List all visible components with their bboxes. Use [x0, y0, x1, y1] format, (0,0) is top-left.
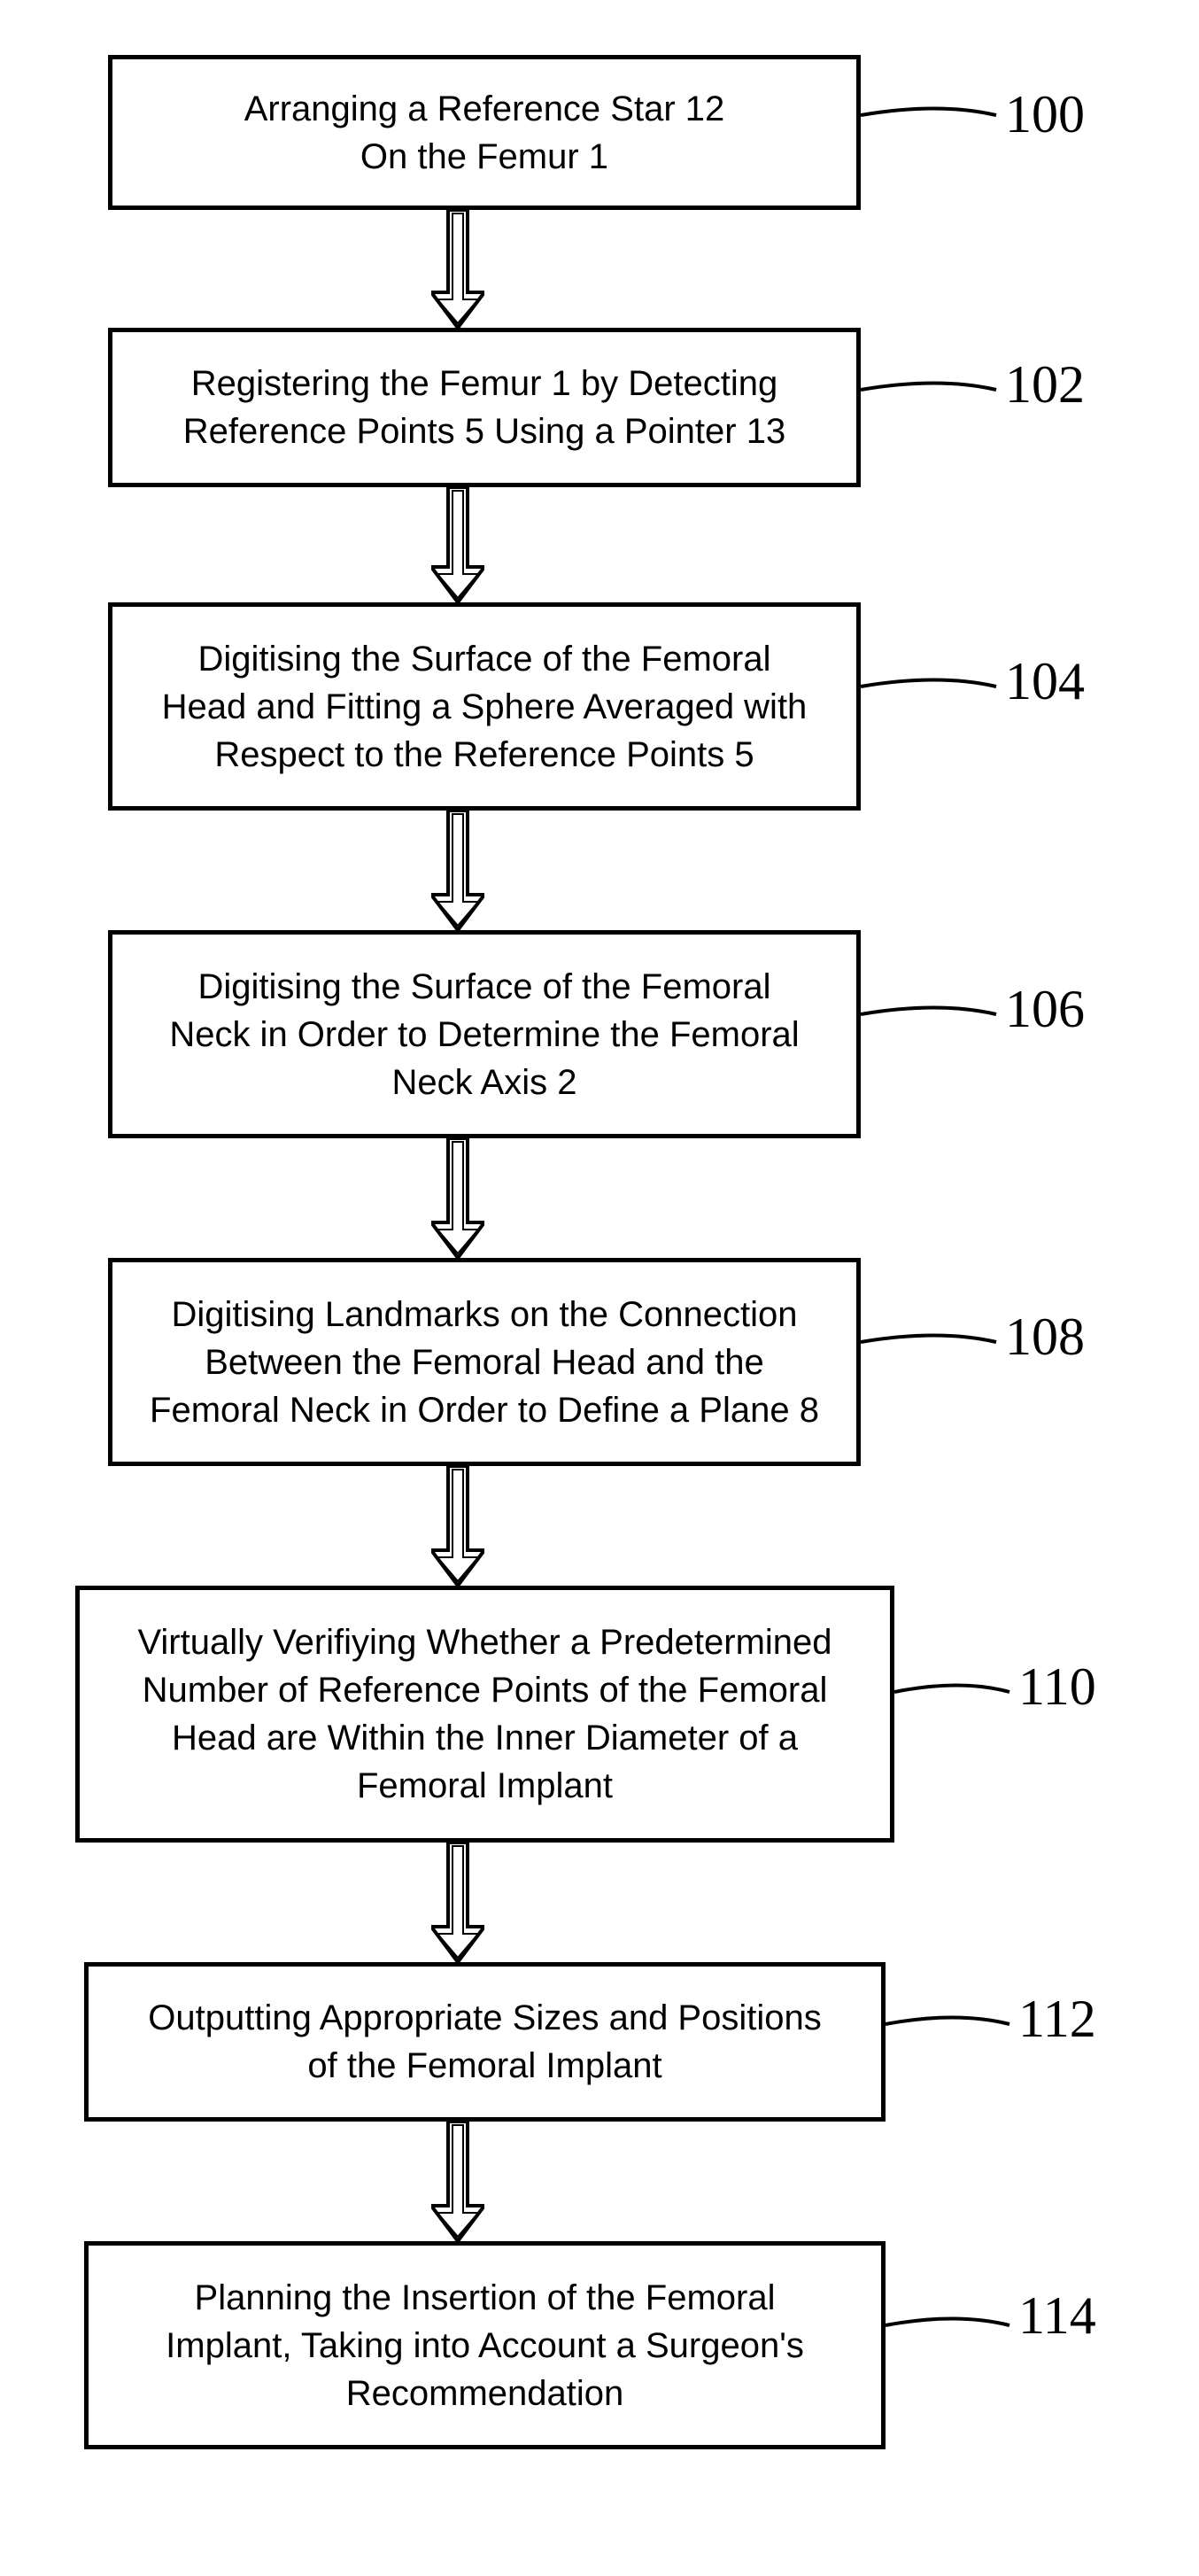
leader-line [881, 2294, 1014, 2343]
flow-arrow [431, 2122, 484, 2241]
flow-step-100: Arranging a Reference Star 12On the Femu… [108, 55, 861, 210]
flow-step-102: Registering the Femur 1 by DetectingRefe… [108, 328, 861, 487]
leader-line [856, 983, 1001, 1032]
flow-step-112: Outputting Appropriate Sizes and Positio… [84, 1962, 886, 2122]
leader-line [856, 359, 1001, 407]
flow-step-text: Registering the Femur 1 by DetectingRefe… [183, 360, 785, 455]
leader-line [856, 656, 1001, 704]
leader-line [890, 1661, 1014, 1710]
flow-step-text: Planning the Insertion of the FemoralImp… [166, 2274, 804, 2417]
flow-arrow [431, 811, 484, 930]
flow-arrow [431, 1138, 484, 1258]
flow-step-text: Virtually Verifiying Whether a Predeterm… [137, 1618, 832, 1810]
step-label-100: 100 [1005, 84, 1085, 145]
flow-step-108: Digitising Landmarks on the ConnectionBe… [108, 1258, 861, 1466]
leader-line [856, 1311, 1001, 1360]
step-label-102: 102 [1005, 354, 1085, 415]
flowchart-canvas: Arranging a Reference Star 12On the Femu… [0, 0, 1199, 2576]
step-label-104: 104 [1005, 651, 1085, 712]
flow-step-text: Digitising Landmarks on the ConnectionBe… [150, 1291, 819, 1434]
step-label-114: 114 [1018, 2285, 1096, 2347]
step-label-108: 108 [1005, 1307, 1085, 1368]
flow-step-text: Digitising the Surface of the FemoralNec… [169, 963, 799, 1106]
flow-arrow [431, 1843, 484, 1962]
flow-step-text: Arranging a Reference Star 12On the Femu… [244, 85, 725, 181]
flow-step-text: Digitising the Surface of the FemoralHea… [162, 635, 808, 779]
leader-line [881, 1993, 1014, 2042]
flow-step-104: Digitising the Surface of the FemoralHea… [108, 602, 861, 811]
step-label-106: 106 [1005, 979, 1085, 1040]
flow-step-114: Planning the Insertion of the FemoralImp… [84, 2241, 886, 2449]
flow-step-text: Outputting Appropriate Sizes and Positio… [148, 1994, 821, 2090]
flow-arrow [431, 1466, 484, 1586]
step-label-112: 112 [1018, 1989, 1096, 2050]
flow-step-110: Virtually Verifiying Whether a Predeterm… [75, 1586, 894, 1843]
flow-arrow [431, 487, 484, 602]
leader-line [856, 84, 1001, 133]
step-label-110: 110 [1018, 1657, 1096, 1718]
flow-arrow [431, 210, 484, 328]
flow-step-106: Digitising the Surface of the FemoralNec… [108, 930, 861, 1138]
